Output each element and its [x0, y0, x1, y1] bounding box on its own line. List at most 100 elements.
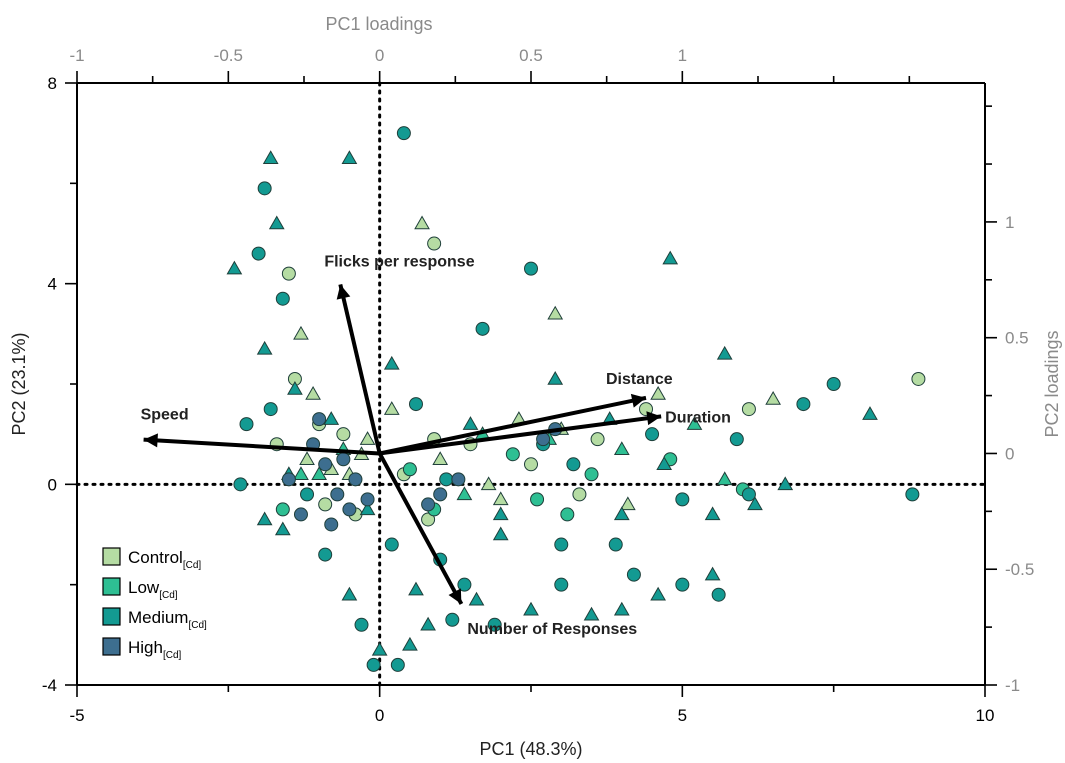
- x-tick-label: 5: [678, 706, 687, 725]
- legend-label-control: Control[Cd]: [128, 548, 201, 571]
- loading-arrowhead-duration: [646, 411, 662, 426]
- point-high: [330, 487, 345, 502]
- loading-label-duration: Duration: [665, 409, 731, 426]
- point-high: [536, 432, 551, 447]
- x2-tick-label: 0.5: [519, 46, 543, 65]
- point-high: [281, 472, 296, 487]
- point-medium: [371, 641, 388, 656]
- point-medium: [662, 250, 679, 265]
- x-axis-label: PC1 (48.3%): [479, 739, 582, 759]
- point-medium: [287, 381, 303, 395]
- point-medium: [354, 617, 369, 632]
- axis-ticks: -5 0 5 10 8 4 0 -4 -1 -0.5 0 0.5 1 1 0.5 0 -0.5 -1: [42, 46, 1034, 725]
- x2-tick-label: -1: [69, 46, 84, 65]
- point-medium: [341, 586, 358, 601]
- x-tick-label: 10: [976, 706, 995, 725]
- point-medium: [675, 492, 690, 507]
- point-medium: [547, 370, 564, 385]
- scatter-points: [226, 126, 926, 672]
- point-medium: [275, 291, 290, 306]
- point-medium: [475, 321, 490, 336]
- point-high: [324, 517, 339, 532]
- point-medium: [408, 397, 423, 412]
- point-medium: [492, 526, 509, 541]
- point-medium: [262, 150, 279, 164]
- point-control: [524, 457, 538, 472]
- point-medium: [675, 577, 690, 592]
- point-low: [686, 416, 703, 430]
- point-medium: [729, 432, 744, 447]
- point-medium: [408, 581, 424, 596]
- loading-arrow-flicks-per-response: [338, 283, 382, 454]
- legend-label-high: High[Cd]: [128, 638, 182, 661]
- x2-axis-label: PC1 loadings: [325, 14, 432, 34]
- point-medium: [716, 345, 733, 360]
- y2-axis-label: PC2 loadings: [1042, 330, 1062, 437]
- y2-tick-label: -0.5: [1005, 560, 1034, 579]
- x-tick-label: -5: [69, 706, 84, 725]
- point-medium: [777, 476, 794, 491]
- point-low: [505, 447, 520, 462]
- point-control: [336, 427, 351, 442]
- point-medium: [323, 411, 340, 425]
- point-medium: [462, 416, 479, 430]
- point-medium: [656, 456, 673, 471]
- point-medium: [487, 617, 502, 632]
- point-low: [530, 492, 545, 507]
- reference-lines: [75, 81, 987, 687]
- point-control: [414, 215, 430, 230]
- point-low: [293, 466, 309, 481]
- x2-tick-label: 1: [678, 46, 687, 65]
- point-high: [421, 497, 436, 512]
- point-medium: [263, 402, 278, 417]
- point-low: [402, 462, 417, 477]
- point-medium: [747, 496, 763, 511]
- legend-swatch-control: [102, 547, 121, 566]
- point-medium: [523, 601, 539, 616]
- point-medium: [366, 657, 381, 672]
- point-medium: [341, 150, 358, 164]
- point-control: [547, 305, 564, 320]
- point-medium: [554, 537, 569, 552]
- point-low: [613, 441, 630, 455]
- point-control: [383, 401, 400, 415]
- loading-label-number-of-responses: Number of Responses: [467, 621, 637, 638]
- point-medium: [256, 511, 273, 526]
- point-control: [281, 266, 296, 281]
- y2-tick-label: -1: [1005, 676, 1020, 695]
- point-medium: [233, 477, 248, 492]
- legend-swatch-low: [102, 577, 121, 596]
- point-medium: [457, 577, 472, 592]
- point-medium: [711, 587, 726, 602]
- point-medium: [383, 355, 400, 370]
- loading-arrow-number-of-responses: [377, 452, 464, 605]
- point-medium: [300, 487, 315, 502]
- point-control: [359, 431, 376, 445]
- point-low: [275, 502, 290, 517]
- legend-label-medium: Medium[Cd]: [128, 608, 207, 631]
- point-high: [451, 472, 466, 487]
- y2-tick-label: 0: [1005, 444, 1014, 463]
- point-control: [318, 497, 333, 512]
- loading-label-speed: Speed: [141, 407, 189, 424]
- point-high: [360, 492, 375, 507]
- point-control: [619, 496, 636, 511]
- point-medium: [439, 472, 454, 487]
- point-control: [590, 432, 605, 447]
- point-control: [432, 451, 449, 465]
- point-high: [348, 472, 363, 487]
- legend: Control[Cd] Low[Cd] Medium[Cd] High[Cd]: [102, 547, 207, 661]
- point-control: [293, 325, 309, 340]
- x2-tick-label: -0.5: [214, 46, 243, 65]
- loading-arrowhead-flicks-per-response: [336, 284, 351, 300]
- point-medium: [256, 340, 273, 355]
- point-control: [741, 402, 756, 417]
- point-medium: [583, 606, 600, 621]
- point-medium: [613, 506, 630, 521]
- point-medium: [650, 586, 666, 601]
- point-high: [318, 457, 333, 472]
- point-medium: [608, 537, 623, 552]
- point-medium: [239, 417, 254, 432]
- legend-label-low: Low[Cd]: [128, 578, 178, 601]
